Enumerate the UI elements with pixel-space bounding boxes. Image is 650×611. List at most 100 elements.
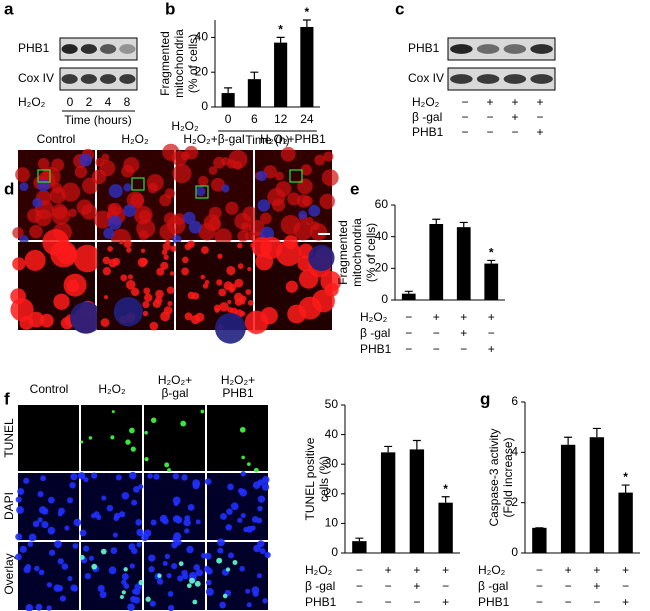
micrograph-detail [251, 237, 272, 258]
bar [589, 437, 605, 553]
micrograph-detail [133, 205, 153, 225]
micrograph-detail [244, 310, 269, 335]
micrograph-detail [172, 473, 180, 480]
micrograph-detail [49, 187, 66, 204]
micrograph-detail [129, 427, 135, 434]
micrograph-detail [167, 301, 173, 307]
micrograph-detail [195, 569, 204, 577]
error-bar [404, 290, 413, 294]
micrograph-detail [138, 579, 144, 586]
y-axis-label: cells (%) [317, 456, 331, 502]
treatment-label: PHB1 [412, 125, 444, 139]
micrograph-detail [121, 590, 126, 595]
treatment-mark: + [511, 110, 518, 124]
micrograph-detail [237, 517, 243, 523]
micrograph-detail [239, 426, 246, 433]
micrograph-detail [80, 440, 84, 444]
micrograph-detail [186, 545, 194, 554]
micrograph-detail [195, 519, 201, 525]
treatment-mark: − [593, 595, 600, 609]
micrograph [18, 405, 79, 471]
micrograph-detail [227, 299, 232, 305]
micrograph-detail [167, 604, 175, 611]
y-tick-label: 50 [325, 397, 339, 411]
error-bar [302, 19, 311, 27]
micrograph-detail [68, 208, 77, 218]
inset-box [195, 185, 209, 199]
panel-label: a [4, 0, 14, 18]
micrograph-detail [192, 479, 201, 488]
micrograph-detail [41, 520, 49, 529]
micrograph-detail [16, 506, 24, 514]
micrograph-detail [79, 153, 93, 167]
micrograph-detail [240, 222, 252, 233]
treatment-mark: + [593, 579, 600, 593]
micrograph-detail [61, 182, 81, 202]
x-tick-label: 24 [300, 112, 314, 126]
bar [532, 527, 547, 553]
micrograph-detail [166, 573, 172, 579]
treatment-mark: − [460, 342, 467, 356]
y-tick-label: 20 [325, 486, 339, 500]
micrograph-detail [53, 293, 70, 310]
micrograph-detail [66, 497, 74, 504]
treatment-mark: − [385, 579, 392, 593]
micrograph-detail [257, 495, 266, 503]
micrograph-detail [220, 156, 230, 166]
micrograph-detail [239, 565, 245, 572]
micrograph-detail [162, 242, 171, 251]
treatment-label: β -gal [412, 110, 442, 124]
micrograph-detail [148, 565, 155, 573]
treatment-mark: − [622, 579, 629, 593]
significance-mark: * [489, 246, 494, 260]
blot-band [476, 44, 500, 54]
y-axis-label: Fragmented [158, 31, 172, 96]
treatment-label: H₂O₂ [360, 310, 388, 324]
treatment-mark: + [413, 563, 420, 577]
y-axis-label: (% of cells) [364, 223, 378, 282]
treatment-mark: + [486, 95, 493, 109]
blot [59, 67, 138, 91]
treatment-mark: + [622, 595, 629, 609]
micrograph-detail [241, 455, 245, 460]
micrograph-detail [23, 477, 30, 484]
micrograph-detail [237, 263, 244, 270]
micrograph-detail [106, 504, 114, 512]
micrograph-detail [308, 244, 335, 271]
micrograph-detail [149, 321, 159, 331]
micrograph-detail [123, 183, 132, 192]
micrograph-detail [173, 213, 186, 226]
micrograph-detail [17, 488, 25, 496]
micrograph-detail [73, 518, 82, 527]
row-label: Cox IV [18, 71, 54, 85]
micrograph-detail [130, 193, 145, 208]
micrograph-detail [103, 295, 109, 300]
bar [560, 444, 576, 553]
micrograph-detail [183, 211, 196, 225]
micrograph-detail [107, 215, 122, 230]
micrograph-detail [134, 583, 142, 591]
micrograph-detail [173, 501, 179, 507]
micrograph-detail [59, 595, 67, 602]
micrograph-detail [171, 563, 178, 570]
y-axis-label: Fragmented [336, 220, 350, 285]
significance-mark: * [443, 482, 448, 496]
micrograph-detail [219, 601, 227, 609]
micrograph-detail [164, 188, 175, 199]
treatment-mark: − [461, 95, 468, 109]
micrograph-detail [123, 583, 130, 590]
micrograph-detail [253, 544, 261, 553]
micrograph-detail [57, 511, 63, 517]
micrograph-detail [209, 206, 222, 220]
micrograph-detail [12, 227, 24, 239]
micrograph-detail [152, 299, 162, 309]
micrograph-detail [225, 201, 239, 215]
y-axis-label: mitochondria [350, 218, 364, 287]
significance-mark: * [278, 23, 283, 37]
micrograph-detail [246, 602, 252, 608]
micrograph-detail [225, 524, 232, 531]
micrograph-detail [138, 484, 144, 490]
micrograph-detail [83, 477, 89, 483]
micrograph-detail [166, 286, 175, 294]
micrograph-detail [208, 166, 218, 175]
